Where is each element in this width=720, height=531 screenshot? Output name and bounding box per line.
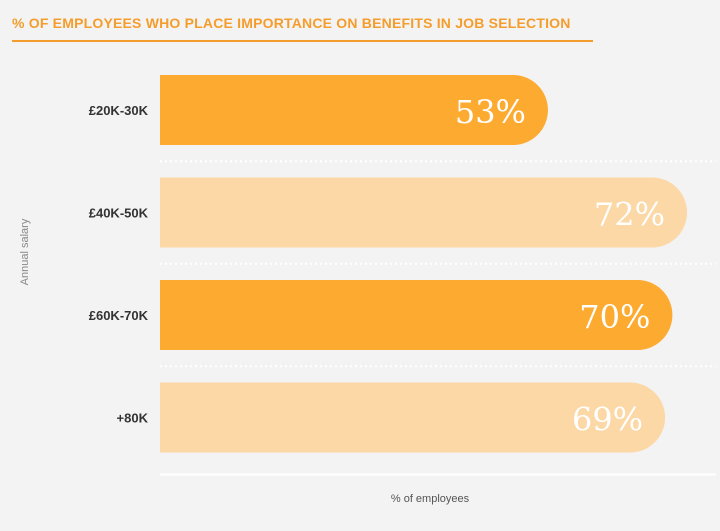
category-label: +80K <box>117 411 149 426</box>
bar <box>160 280 673 350</box>
category-label: £20K-30K <box>89 103 149 118</box>
value-label: 70% <box>579 298 650 336</box>
bar <box>160 75 548 145</box>
category-label: £60K-70K <box>89 308 149 323</box>
category-label: £40K-50K <box>89 206 149 221</box>
value-label: 69% <box>572 401 643 439</box>
title-underline <box>12 40 593 42</box>
bar <box>160 177 688 248</box>
value-label: 53% <box>455 93 526 131</box>
chart-title: % OF EMPLOYEES WHO PLACE IMPORTANCE ON B… <box>12 15 571 31</box>
value-label: 72% <box>594 196 665 234</box>
x-axis-label: % of employees <box>390 493 470 505</box>
bar <box>160 382 666 453</box>
